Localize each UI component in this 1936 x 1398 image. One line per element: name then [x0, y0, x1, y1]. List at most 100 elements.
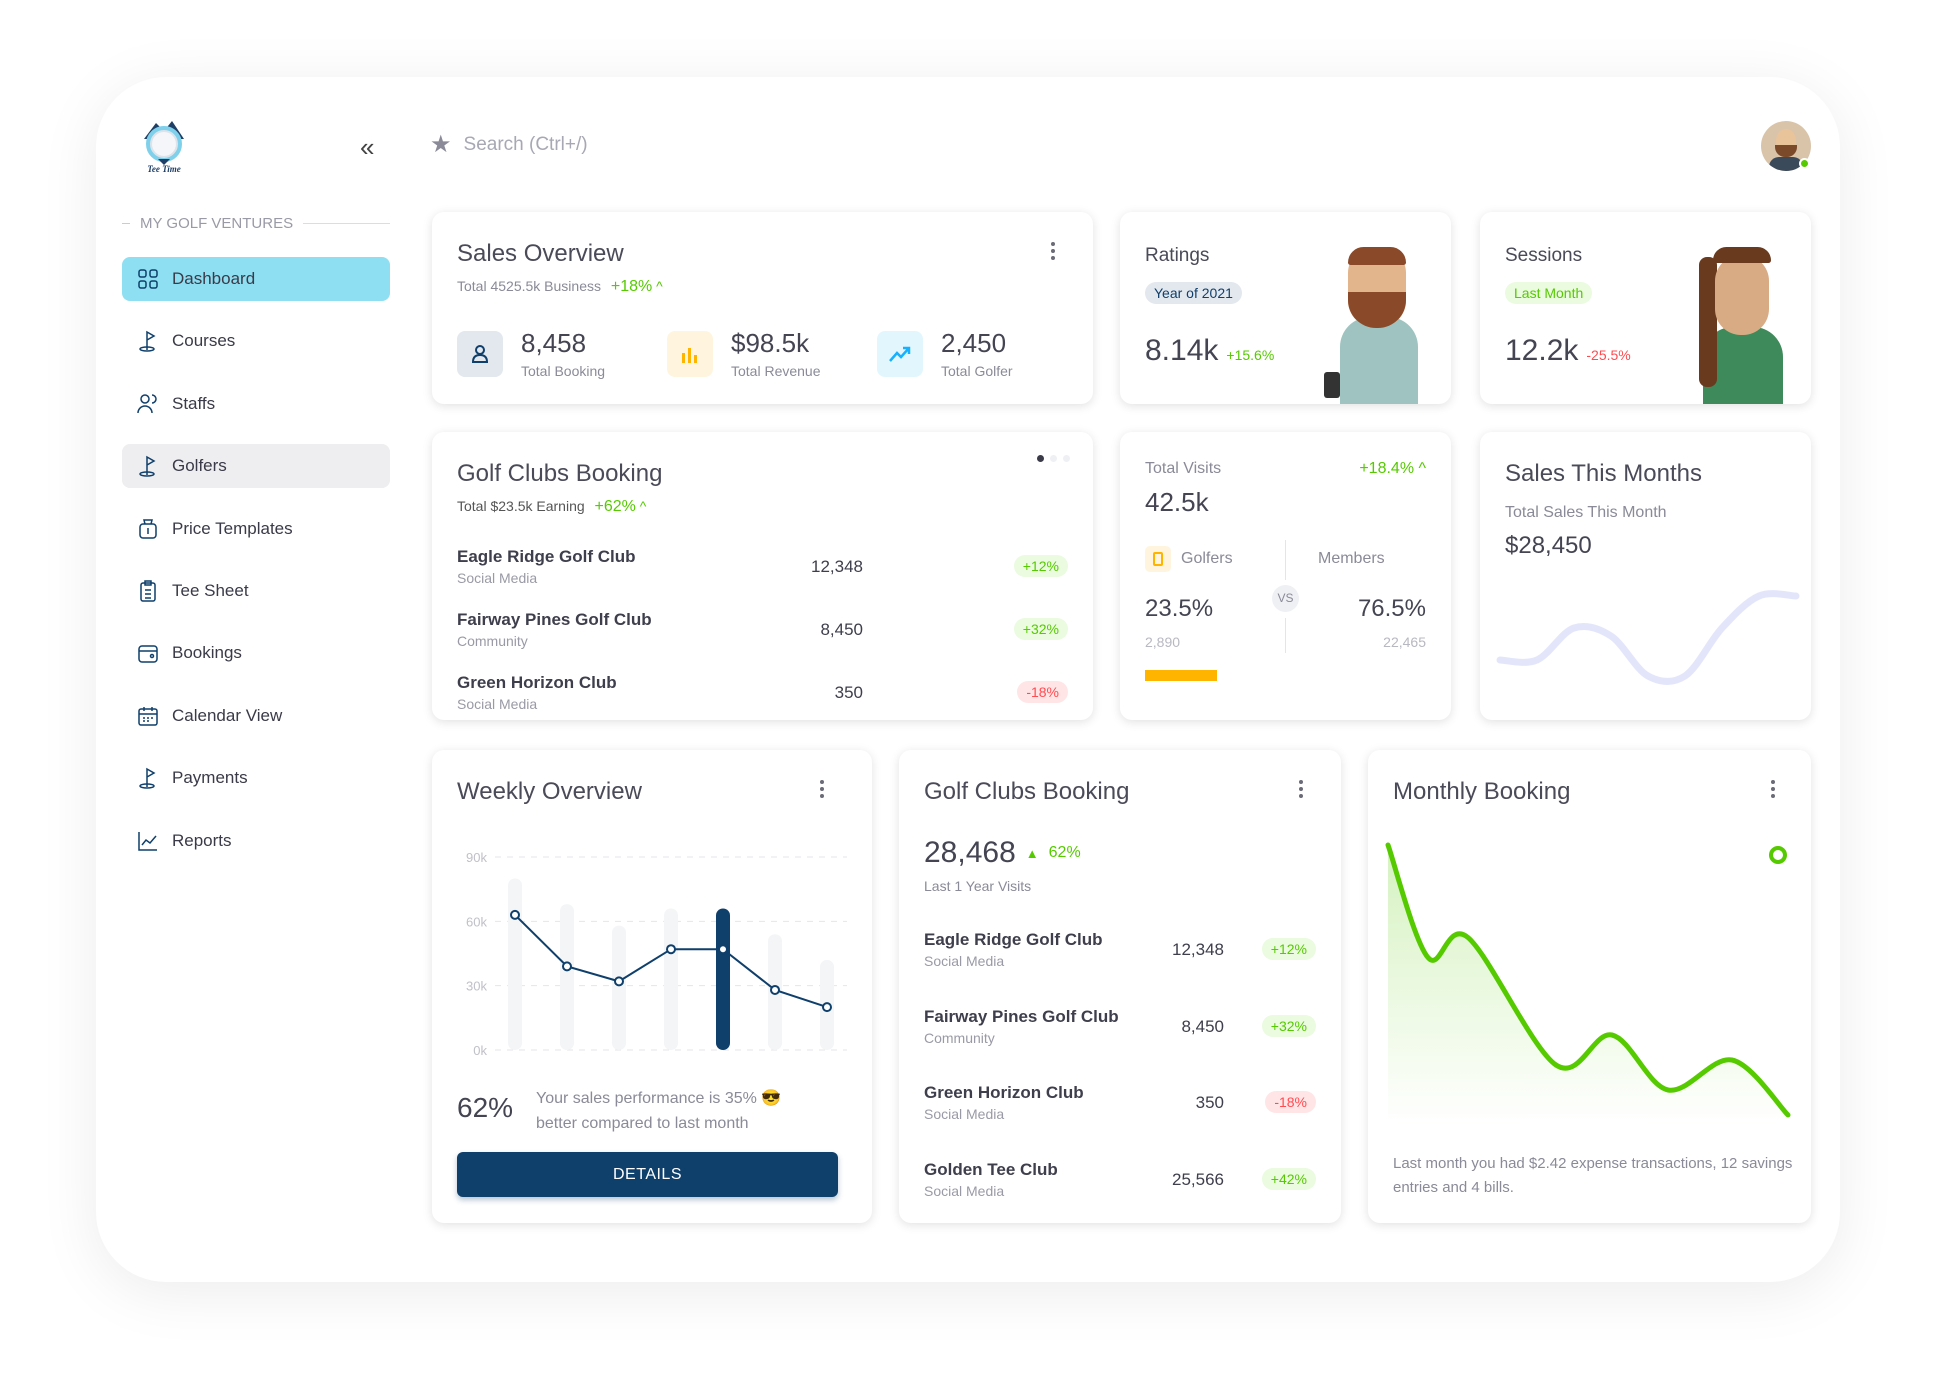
- club-row[interactable]: Fairway Pines Golf Club Community 8,450 +32…: [924, 1007, 1316, 1057]
- period-badge: Year of 2021: [1145, 282, 1242, 304]
- chevron-up-icon: ^: [652, 278, 663, 294]
- performance-percent: 62%: [457, 1092, 514, 1123]
- members-percent: 76.5%: [1357, 595, 1426, 622]
- members-count: 22,465: [1383, 634, 1426, 650]
- card-title: Weekly Overview: [457, 778, 642, 805]
- sidebar-item-dashboard[interactable]: Dashboard: [122, 257, 390, 301]
- club-bookings: 8,450: [820, 620, 863, 639]
- sessions-value: 12.2k -25.5%: [1505, 334, 1631, 367]
- monthly-booking-card: Monthly Booking Last month you had $2.42…: [1368, 750, 1811, 1223]
- weekly-chart: 0k 30k 60k 90k: [466, 850, 847, 1058]
- club-name: Eagle Ridge Golf Club: [924, 930, 1103, 949]
- club-row[interactable]: Green Horizon Club Social Media 350 -18%: [457, 673, 1068, 720]
- details-button[interactable]: DETAILS: [457, 1152, 838, 1197]
- sidebar-item-reports[interactable]: Reports: [122, 819, 390, 863]
- monthly-booking-chart: [1385, 842, 1791, 1125]
- triangle-up-icon: ▲: [1025, 845, 1039, 861]
- sidebar-item-label: Dashboard: [172, 269, 256, 288]
- online-status-dot: [1799, 158, 1810, 169]
- sales-sparkline: [1496, 590, 1800, 685]
- sidebar-item-golfers[interactable]: Golfers: [122, 444, 390, 489]
- card-title: Sessions: [1505, 245, 1583, 266]
- sidebar-item-staffs[interactable]: Staffs: [122, 382, 390, 426]
- y-tick-label: 90k: [466, 850, 487, 865]
- change-badge: +32%: [1013, 618, 1068, 640]
- weekly-point: [822, 1002, 832, 1013]
- weekly-bar: [612, 925, 626, 1050]
- card-title: Golf Clubs Booking: [457, 460, 663, 487]
- club-bookings: 12,348: [811, 557, 863, 576]
- brand-logo-text: Tee Time: [147, 164, 181, 174]
- monthly-marker: [1769, 846, 1787, 864]
- golfers-label: Golfers: [1145, 546, 1233, 572]
- visits-label: Total Visits: [1145, 460, 1222, 477]
- stat-total-booking: 8,458 Total Booking: [457, 328, 605, 379]
- sidebar-item-courses[interactable]: Courses: [122, 319, 390, 363]
- sidebar-item-calendar-view[interactable]: Calendar View: [122, 694, 390, 738]
- card-title: Monthly Booking: [1393, 778, 1571, 805]
- user-icon: [457, 330, 503, 377]
- earning-subtitle: Total $23.5k Earning +62% ^: [457, 498, 647, 515]
- sidebar-item-bookings[interactable]: Bookings: [122, 631, 390, 675]
- mobile-icon: [1145, 546, 1171, 572]
- chart-line-icon: [138, 831, 157, 851]
- collapse-sidebar-button[interactable]: «: [360, 132, 375, 162]
- club-row[interactable]: Fairway Pines Golf Club Community 8,450 +32…: [457, 610, 1068, 660]
- club-source: Community: [924, 1029, 995, 1046]
- club-source: Social Media: [924, 1106, 1005, 1122]
- search-input[interactable]: Search (Ctrl+/): [463, 133, 588, 155]
- trending-up-icon: [877, 330, 923, 377]
- sidebar-item-tee-sheet[interactable]: Tee Sheet: [122, 569, 390, 613]
- brand-logo[interactable]: Tee Time: [136, 117, 192, 175]
- sidebar-item-payments[interactable]: Payments: [122, 756, 390, 800]
- more-options-icon[interactable]: [1051, 242, 1057, 260]
- character-illustration: [1685, 247, 1795, 404]
- golf-clubs-booking-visits-card: Golf Clubs Booking 28,468 ▲ 62% Last 1 Y…: [899, 750, 1341, 1223]
- club-name: Eagle Ridge Golf Club: [457, 547, 636, 566]
- more-options-icon[interactable]: [1771, 780, 1777, 798]
- visits-progress-bar: [1145, 670, 1426, 681]
- club-row[interactable]: Green Horizon Club Social Media 350 -18%: [924, 1083, 1316, 1133]
- weekly-point: [562, 961, 572, 972]
- golfers-count: 2,890: [1145, 634, 1181, 650]
- carousel-dots[interactable]: [1037, 455, 1070, 462]
- club-row[interactable]: Eagle Ridge Golf Club Social Media 12,348 +…: [924, 930, 1316, 980]
- club-name: Green Horizon Club: [457, 673, 617, 692]
- golfers-percent: 23.5%: [1145, 595, 1214, 622]
- y-tick-label: 0k: [473, 1043, 487, 1058]
- club-source: Community: [457, 633, 528, 649]
- bar-chart-icon: [667, 330, 713, 377]
- club-row[interactable]: Eagle Ridge Golf Club Social Media 12,348 +…: [457, 547, 1068, 597]
- sidebar-item-price-templates[interactable]: Price Templates: [122, 507, 390, 551]
- club-name: Golden Tee Club: [924, 1159, 1058, 1179]
- card-title: Sales This Months: [1505, 460, 1702, 487]
- club-source: Social Media: [457, 696, 538, 712]
- search-bar[interactable]: ★ Search (Ctrl+/): [430, 130, 588, 159]
- y-tick-label: 30k: [466, 979, 487, 994]
- more-options-icon[interactable]: [820, 780, 826, 798]
- divider: [1285, 540, 1286, 580]
- sidebar-item-label: Courses: [172, 331, 236, 351]
- more-options-icon[interactable]: [1299, 780, 1305, 798]
- visits-value: 42.5k: [1145, 487, 1209, 517]
- club-name: Green Horizon Club: [924, 1083, 1084, 1102]
- club-bookings: 350: [1195, 1093, 1224, 1112]
- golf-flag-icon: [139, 455, 156, 477]
- performance-text: Your sales performance is 35% 😎 better c…: [536, 1090, 782, 1132]
- members-label: Members: [1318, 550, 1385, 567]
- monthly-area: [1388, 845, 1788, 1125]
- visits-summary: 28,468 ▲ 62%: [924, 836, 1081, 869]
- y-tick-label: 60k: [466, 914, 487, 929]
- golf-flag-icon: [139, 767, 156, 789]
- club-bookings: 8,450: [1181, 1016, 1224, 1036]
- golf-flag-icon: [139, 331, 156, 353]
- club-row[interactable]: Golden Tee Club Social Media 25,566 +42%: [924, 1160, 1316, 1210]
- weekly-point: [666, 944, 676, 955]
- sidebar-item-label: Staffs: [172, 393, 216, 413]
- total-visits-card: Total Visits +18.4% ^ 42.5k Golfers Memb…: [1120, 432, 1451, 720]
- sidebar-item-label: Bookings: [172, 643, 242, 663]
- change-badge: +12%: [1261, 938, 1316, 960]
- weekly-point: [510, 909, 520, 920]
- change-badge: +12%: [1013, 555, 1068, 577]
- weekly-bar: [664, 908, 678, 1050]
